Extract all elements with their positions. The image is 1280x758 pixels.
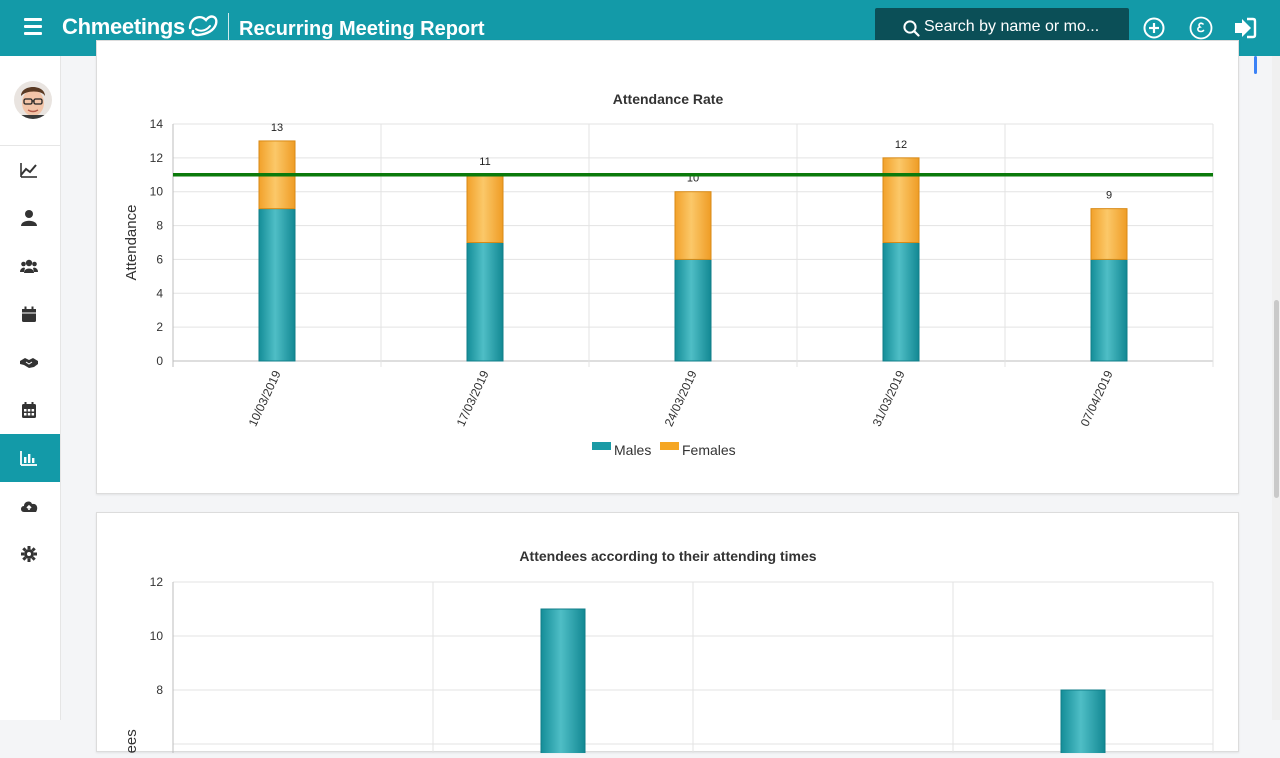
y-tick-label: 12 — [150, 151, 164, 165]
legend-label-males[interactable]: Males — [614, 442, 651, 458]
y-tick-label: 8 — [156, 683, 163, 697]
legend-label-females[interactable]: Females — [682, 442, 736, 458]
x-tick-label: 07/04/2019 — [1078, 368, 1116, 429]
bar-males[interactable] — [258, 208, 296, 362]
y-tick-label: 14 — [150, 117, 164, 131]
attendance-rate-chart: Attendance Rate 0 2 4 6 8 10 12 14 Attendance 13 10… — [123, 91, 1214, 458]
bar-females[interactable] — [882, 157, 920, 243]
attendance-rate-card: Attendance Rate 0 2 4 6 8 10 12 14 Attendance 13 10… — [96, 40, 1239, 494]
handshake-icon — [20, 358, 38, 368]
sidebar-item-chart-line[interactable] — [0, 146, 60, 194]
attending-times-chart: Attendees according to their attending t… — [123, 548, 1214, 758]
x-tick-label: 24/03/2019 — [662, 368, 700, 429]
legend-swatch-males — [592, 442, 611, 450]
y-tick-label: 6 — [156, 252, 163, 266]
y-tick-label: 0 — [156, 354, 163, 368]
search-placeholder: Search by name or mo... — [924, 18, 1100, 35]
brand-logo-icon — [188, 15, 218, 37]
search-icon — [903, 20, 920, 37]
bar-females[interactable] — [1090, 208, 1128, 260]
sidebar-item-calendar[interactable] — [0, 290, 60, 338]
legend-swatch-females — [660, 442, 679, 450]
bar-total-label: 12 — [895, 139, 907, 151]
sidebar-item-handshake[interactable] — [0, 338, 60, 386]
sidebar-item-calendar-grid[interactable] — [0, 386, 60, 434]
language-icon[interactable] — [1189, 16, 1213, 40]
title-divider — [228, 13, 229, 43]
chart-title: Attendees according to their attending t… — [519, 548, 816, 564]
bar-attendees[interactable] — [540, 608, 586, 758]
bar-females[interactable] — [674, 191, 712, 260]
y-axis-label: Attendees — [123, 729, 140, 753]
calendar-icon — [22, 306, 36, 322]
x-tick-label: 17/03/2019 — [454, 368, 492, 429]
bar-males[interactable] — [466, 242, 504, 362]
bar-females[interactable] — [466, 174, 504, 244]
bar-males[interactable] — [1090, 258, 1128, 362]
y-tick-label: 12 — [150, 575, 164, 589]
y-tick-label: 10 — [150, 185, 164, 199]
y-tick-label: 2 — [156, 320, 163, 334]
avatar-area — [0, 56, 60, 146]
sidebar-item-user[interactable] — [0, 194, 60, 242]
sidebar-item-users[interactable] — [0, 242, 60, 290]
bar-total-label: 9 — [1106, 190, 1112, 202]
logout-icon[interactable] — [1233, 16, 1257, 40]
cloud-upload-icon — [21, 501, 38, 512]
user-icon — [21, 210, 37, 226]
calendar-grid-icon — [22, 402, 36, 418]
x-tick-label: 31/03/2019 — [870, 368, 908, 429]
y-tick-label: 8 — [156, 219, 163, 233]
chart-title: Attendance Rate — [613, 91, 724, 107]
scroll-position-marker — [1254, 56, 1257, 74]
sidebar-item-cloud-upload[interactable] — [0, 482, 60, 530]
chart-line-icon — [20, 163, 37, 178]
plus-circle-icon[interactable] — [1142, 16, 1166, 40]
bar-total-label: 11 — [479, 156, 490, 168]
page-title: Recurring Meeting Report — [239, 18, 485, 40]
brand-name[interactable]: Chmeetings — [62, 14, 185, 39]
avatar[interactable] — [14, 80, 52, 120]
y-tick-label: 4 — [156, 286, 163, 300]
bar-total-label: 13 — [271, 122, 283, 134]
gear-icon — [21, 546, 37, 562]
bar-chart-icon — [20, 451, 37, 466]
sidebar — [0, 56, 61, 720]
y-tick-label: 10 — [150, 629, 164, 643]
users-icon — [20, 259, 38, 273]
sidebar-item-gear[interactable] — [0, 530, 60, 578]
bar-attendees[interactable] — [1060, 689, 1106, 758]
y-axis-label: Attendance — [123, 205, 140, 281]
bar-males[interactable] — [674, 258, 712, 362]
scrollbar-thumb[interactable] — [1274, 300, 1279, 498]
bar-males[interactable] — [882, 242, 920, 362]
attending-times-card: Attendees according to their attending t… — [96, 512, 1239, 758]
x-tick-label: 10/03/2019 — [246, 368, 284, 429]
hamburger-icon[interactable] — [24, 18, 50, 38]
sidebar-item-bar-chart[interactable] — [0, 434, 60, 482]
